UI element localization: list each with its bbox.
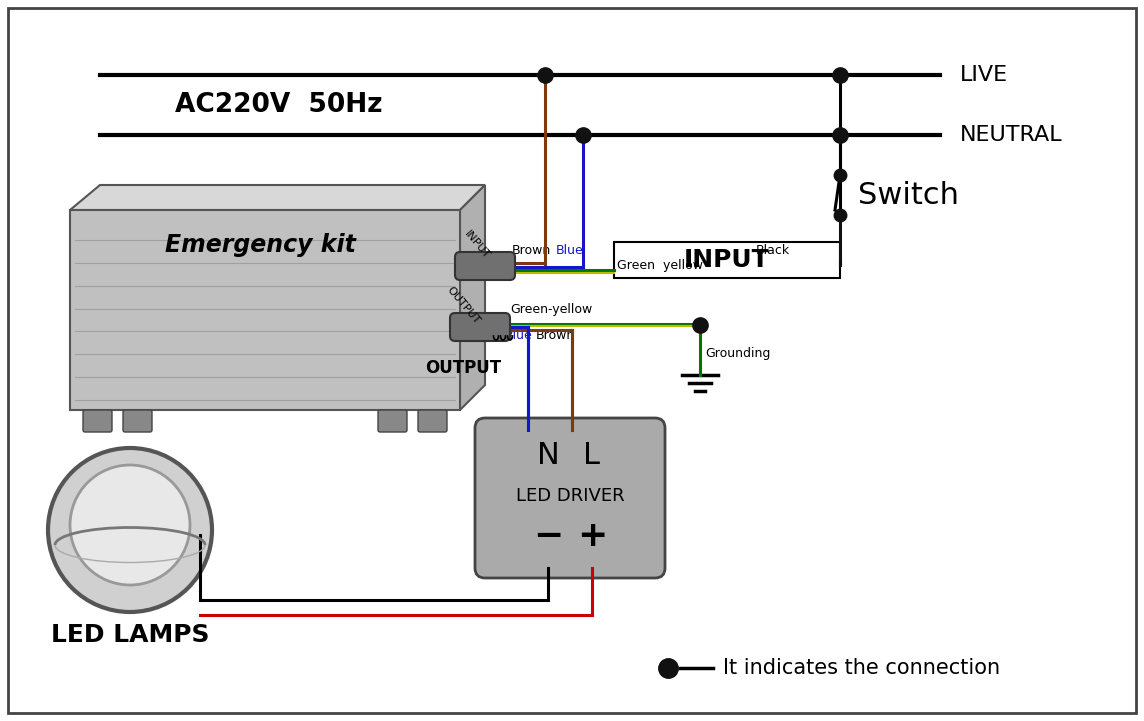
Circle shape: [70, 465, 190, 585]
Text: N: N: [537, 441, 559, 471]
FancyBboxPatch shape: [84, 410, 112, 432]
Text: LIVE: LIVE: [960, 65, 1008, 85]
Text: Brown: Brown: [537, 329, 575, 342]
Text: −: −: [533, 519, 563, 553]
FancyBboxPatch shape: [378, 410, 407, 432]
Text: Switch: Switch: [858, 180, 959, 210]
Text: Blue: Blue: [505, 329, 533, 342]
Text: +: +: [577, 519, 607, 553]
Text: LED LAMPS: LED LAMPS: [50, 623, 209, 647]
Text: NEUTRAL: NEUTRAL: [960, 125, 1063, 145]
Text: L: L: [583, 441, 601, 471]
FancyBboxPatch shape: [418, 410, 447, 432]
Text: INPUT: INPUT: [684, 248, 770, 272]
Text: INPUT: INPUT: [462, 229, 491, 261]
Polygon shape: [70, 185, 485, 210]
Text: OUTPUT: OUTPUT: [445, 285, 482, 326]
FancyBboxPatch shape: [450, 313, 510, 341]
Text: Black: Black: [756, 244, 791, 257]
Text: Blue: Blue: [556, 244, 583, 257]
Text: It indicates the connection: It indicates the connection: [723, 658, 1000, 678]
FancyBboxPatch shape: [475, 418, 665, 578]
Text: AC220V  50Hz: AC220V 50Hz: [175, 92, 382, 118]
Text: OUTPUT: OUTPUT: [426, 359, 501, 377]
Text: Green  yellow: Green yellow: [617, 259, 704, 272]
Polygon shape: [460, 185, 485, 410]
Circle shape: [48, 448, 212, 612]
Text: Grounding: Grounding: [705, 347, 770, 360]
Text: LED DRIVER: LED DRIVER: [516, 487, 625, 505]
Text: Emergency kit: Emergency kit: [165, 233, 356, 257]
Bar: [70, 210, 460, 410]
Text: Green-yellow: Green-yellow: [510, 303, 593, 316]
FancyBboxPatch shape: [124, 410, 152, 432]
FancyBboxPatch shape: [455, 252, 515, 280]
Text: Brown: Brown: [513, 244, 551, 257]
Bar: [614, 242, 840, 278]
